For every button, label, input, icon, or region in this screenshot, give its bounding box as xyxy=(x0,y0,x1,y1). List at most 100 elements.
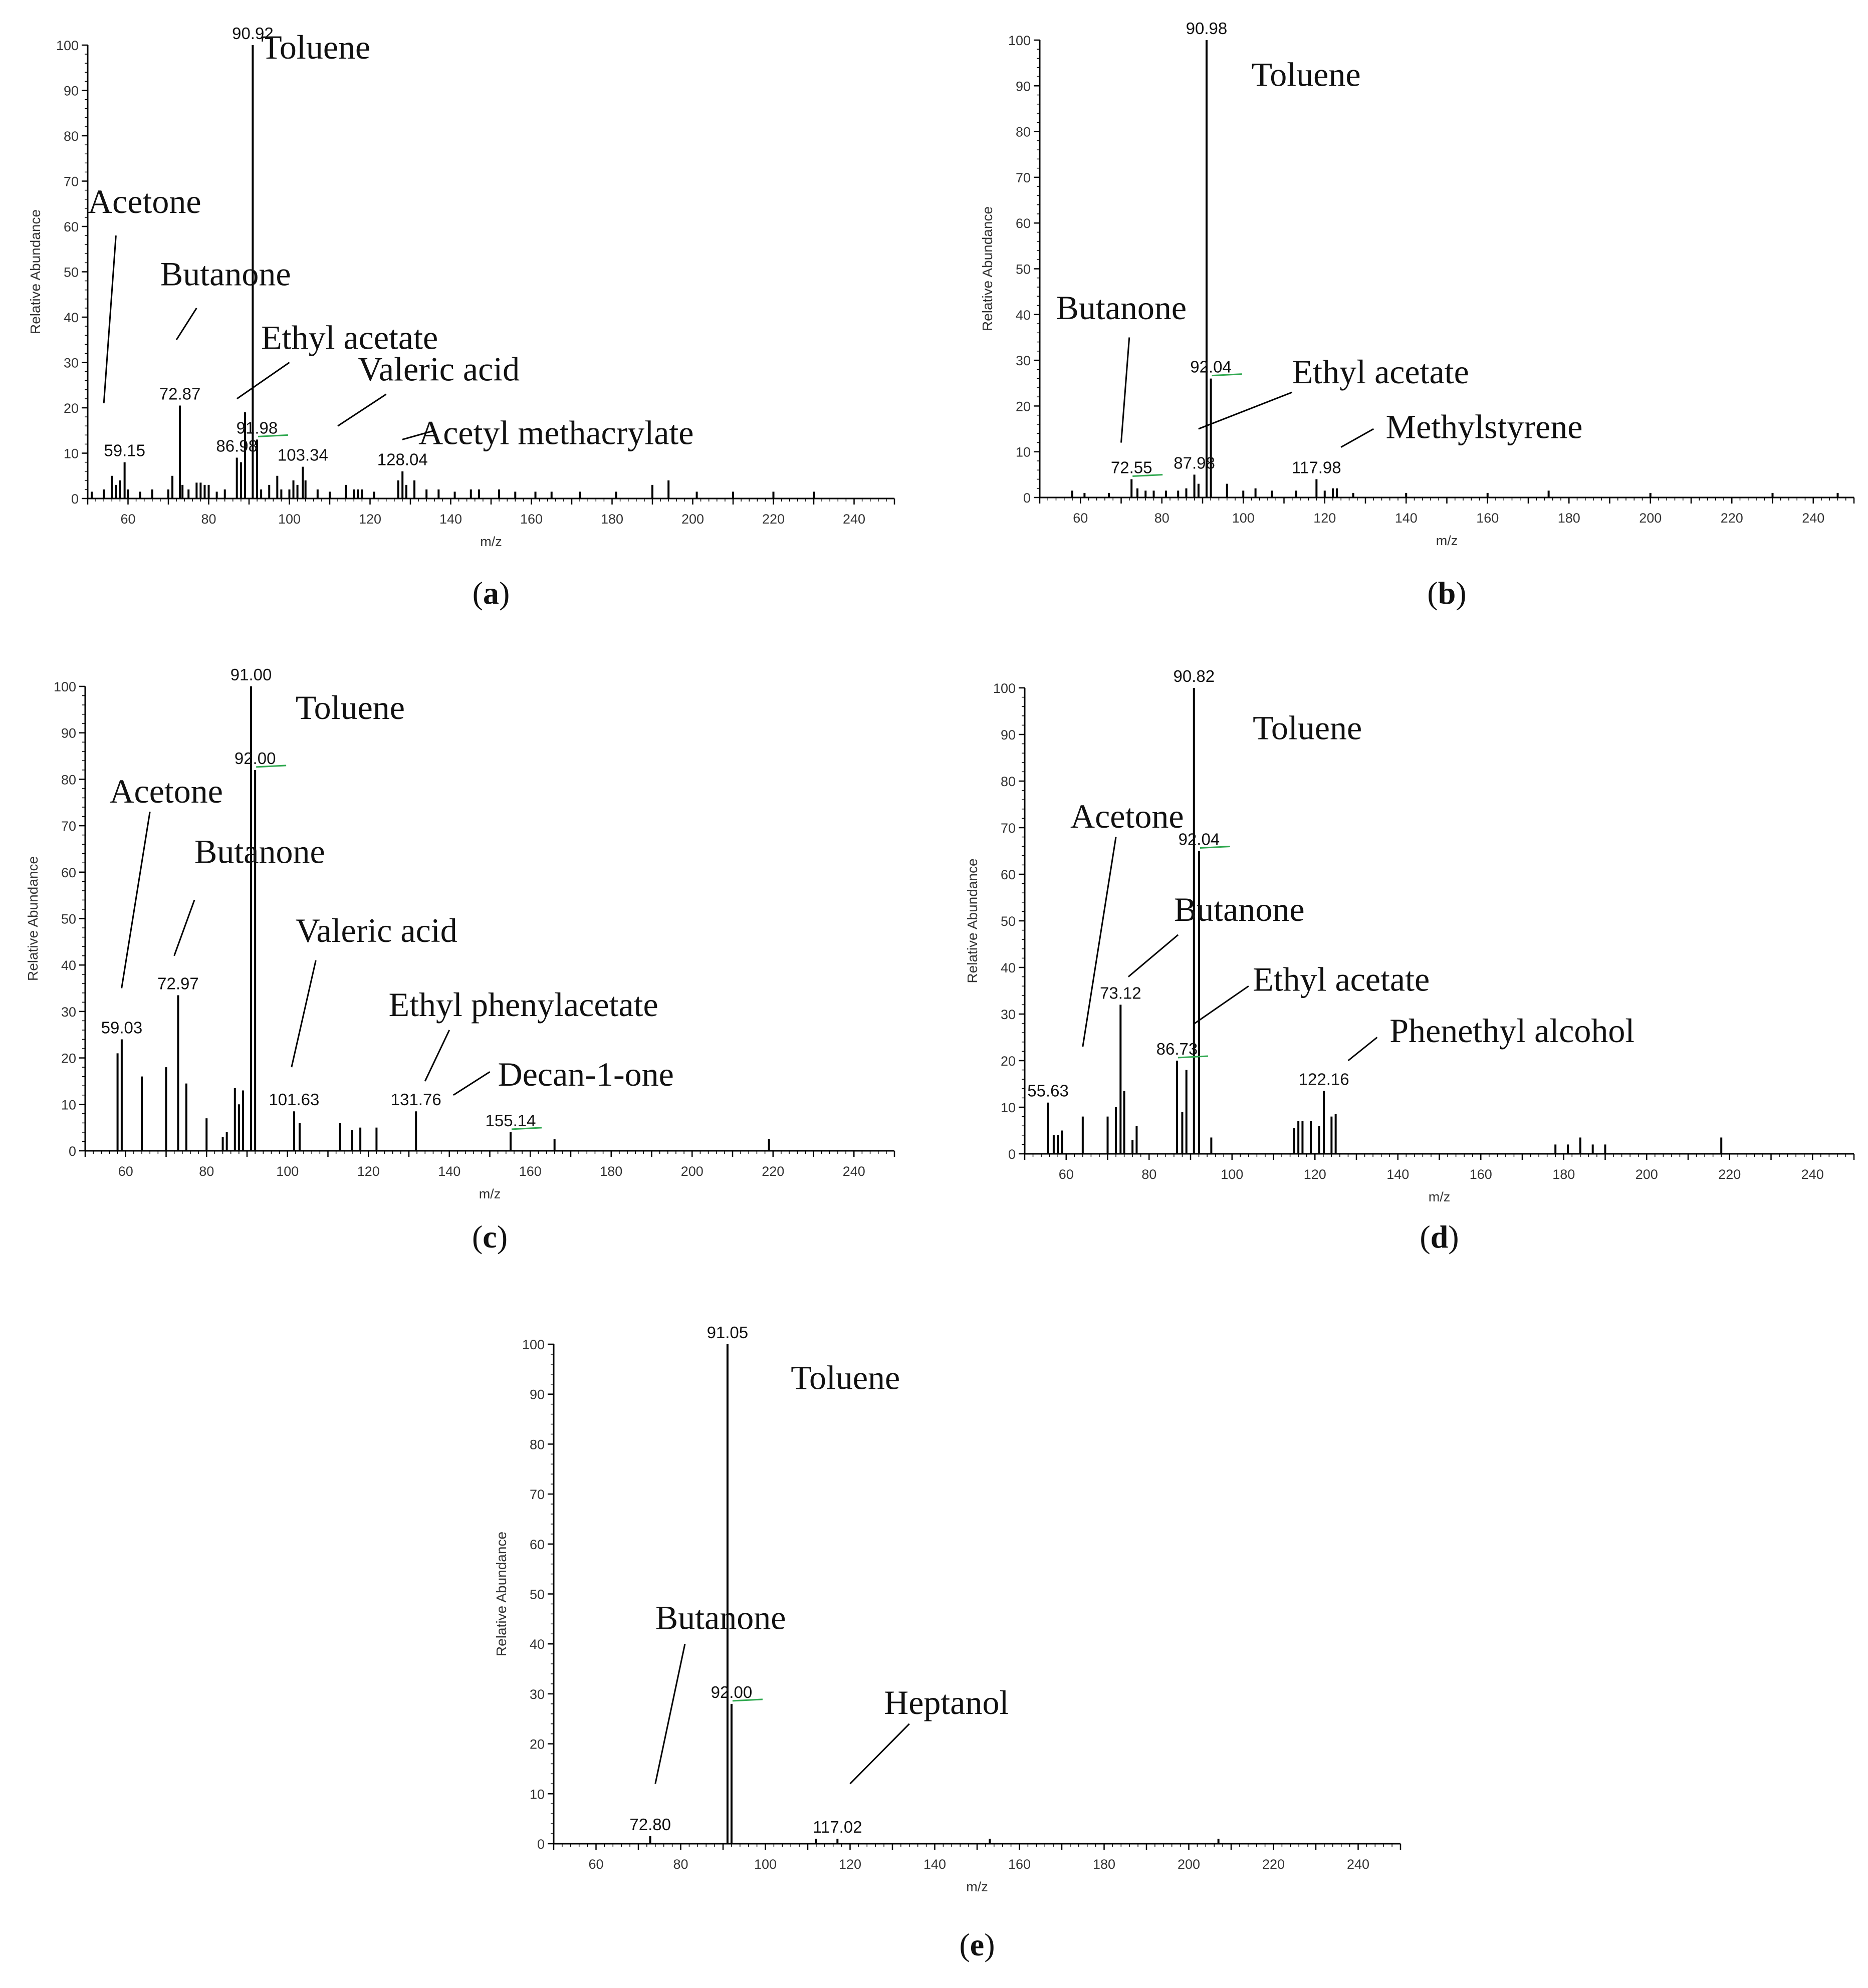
compound-leader-line xyxy=(1120,337,1130,443)
peak-label: 91.05 xyxy=(707,1323,749,1342)
compound-label: Toluene xyxy=(1253,708,1362,747)
peak-label: 72.87 xyxy=(159,384,201,403)
compound-leader-line xyxy=(453,1071,491,1096)
panel-caption: (d) xyxy=(1420,1219,1459,1255)
y-tick-label: 100 xyxy=(522,1337,545,1352)
compound-leader-line xyxy=(337,393,387,427)
x-tick-label: 100 xyxy=(1232,511,1255,526)
compound-label: Butanone xyxy=(160,255,291,293)
peak-label: 72.55 xyxy=(1111,458,1152,476)
peak-label: 55.63 xyxy=(1027,1082,1069,1100)
peak-label: 72.80 xyxy=(629,1815,671,1834)
compound-leader-line xyxy=(1127,934,1179,977)
x-tick-label: 100 xyxy=(754,1857,777,1872)
x-tick-label: 140 xyxy=(439,512,462,527)
x-tick-label: 60 xyxy=(118,1164,133,1179)
x-axis-title: m/z xyxy=(966,1879,988,1894)
compound-label: Decan-1-one xyxy=(498,1055,674,1093)
panel-caption-close: ) xyxy=(1448,1219,1459,1255)
x-tick-label: 80 xyxy=(199,1164,214,1179)
y-axis-title: Relative Abundance xyxy=(25,856,41,981)
y-tick-label: 60 xyxy=(64,219,79,234)
peak-label: 73.12 xyxy=(1100,983,1141,1002)
x-tick-label: 100 xyxy=(276,1164,299,1179)
x-tick-label: 240 xyxy=(843,1164,865,1179)
peak-marker xyxy=(732,1698,763,1702)
peak-label: 128.04 xyxy=(377,450,428,469)
x-tick-label: 180 xyxy=(601,512,623,527)
panel-caption-letter: c xyxy=(483,1219,497,1255)
y-axis-title: Relative Abundance xyxy=(965,858,980,983)
x-axis-title: m/z xyxy=(1436,533,1458,548)
compound-label: Toluene xyxy=(261,28,370,66)
y-tick-label: 80 xyxy=(1001,774,1016,789)
compound-leader-line xyxy=(1340,428,1374,448)
compound-label: Acetyl methacrylate xyxy=(418,413,693,451)
chart-panel-c: 0 10 20 30 40 50 60 70 80 90 100 60 80 100 120 140 160 18… xyxy=(25,665,895,1255)
panel-caption: (c) xyxy=(472,1219,508,1255)
y-tick-label: 10 xyxy=(61,1097,76,1112)
chart-panel-a: 0 10 20 30 40 50 60 70 80 90 100 60 80 100 120 140 160 18… xyxy=(28,24,895,611)
y-tick-label: 100 xyxy=(993,681,1016,696)
y-tick-label: 60 xyxy=(1001,867,1016,882)
y-tick-label: 50 xyxy=(1016,262,1031,277)
y-tick-label: 10 xyxy=(64,446,79,461)
x-tick-label: 140 xyxy=(1386,1167,1409,1182)
y-tick-label: 10 xyxy=(1001,1100,1016,1115)
y-tick-label: 60 xyxy=(530,1537,545,1552)
x-axis-title: m/z xyxy=(1429,1189,1451,1204)
panel-caption-letter: d xyxy=(1431,1219,1449,1255)
y-tick-label: 50 xyxy=(61,912,76,927)
panel-caption-open: ( xyxy=(959,1927,970,1962)
peak-label: 59.15 xyxy=(104,441,145,460)
x-tick-label: 120 xyxy=(357,1164,380,1179)
peak-label: 86.98 xyxy=(216,437,258,455)
compound-label: Acetone xyxy=(88,182,201,220)
peak-marker xyxy=(1200,846,1230,849)
x-tick-label: 220 xyxy=(762,512,785,527)
compound-label: Butanone xyxy=(1174,890,1305,928)
y-tick-label: 100 xyxy=(56,38,79,53)
compound-leader-line xyxy=(402,429,435,440)
x-tick-label: 180 xyxy=(1552,1167,1575,1182)
x-axis-title: m/z xyxy=(479,1186,501,1201)
compound-leader-line xyxy=(424,1030,450,1082)
x-tick-label: 160 xyxy=(1470,1167,1492,1182)
chart-panel-e: 0 10 20 30 40 50 60 70 80 90 100 60 80 100 120 140 160 18… xyxy=(494,1323,1402,1962)
peak-marker xyxy=(511,1127,542,1130)
x-tick-label: 120 xyxy=(1304,1167,1326,1182)
peak-label: 90.92 xyxy=(232,24,274,43)
x-tick-label: 200 xyxy=(681,512,704,527)
y-tick-label: 70 xyxy=(1016,170,1031,185)
compound-leader-line xyxy=(291,960,317,1068)
panel-caption-open: ( xyxy=(1420,1219,1430,1255)
y-tick-label: 80 xyxy=(64,129,79,144)
peak-marker xyxy=(1178,1055,1209,1059)
peak-label: 117.98 xyxy=(1292,458,1341,476)
panel-caption: (a) xyxy=(473,575,510,611)
compound-label: Heptanol xyxy=(884,1683,1009,1721)
y-tick-label: 70 xyxy=(530,1487,545,1502)
peak-label: 59.03 xyxy=(101,1019,143,1037)
x-tick-label: 200 xyxy=(1636,1167,1658,1182)
compound-label: Ethyl acetate xyxy=(1253,960,1430,999)
compound-leader-line xyxy=(173,899,195,956)
x-tick-label: 160 xyxy=(519,1164,542,1179)
peak-label: 90.98 xyxy=(1186,19,1228,38)
compound-label: Butanone xyxy=(655,1598,786,1636)
panel-caption-open: ( xyxy=(472,1219,483,1255)
y-tick-label: 90 xyxy=(1016,79,1031,94)
peak-label: 101.63 xyxy=(269,1090,319,1109)
compound-label: Methylstyrene xyxy=(1386,407,1583,445)
x-tick-label: 200 xyxy=(1178,1857,1200,1872)
x-tick-label: 60 xyxy=(588,1857,603,1872)
peak-marker xyxy=(1132,473,1163,477)
compound-label: Valeric acid xyxy=(358,350,520,388)
x-tick-label: 240 xyxy=(843,512,865,527)
x-tick-label: 140 xyxy=(923,1857,946,1872)
y-tick-label: 80 xyxy=(61,772,76,787)
y-tick-label: 70 xyxy=(1001,821,1016,836)
y-tick-label: 20 xyxy=(1001,1054,1016,1069)
x-tick-label: 120 xyxy=(1313,511,1336,526)
